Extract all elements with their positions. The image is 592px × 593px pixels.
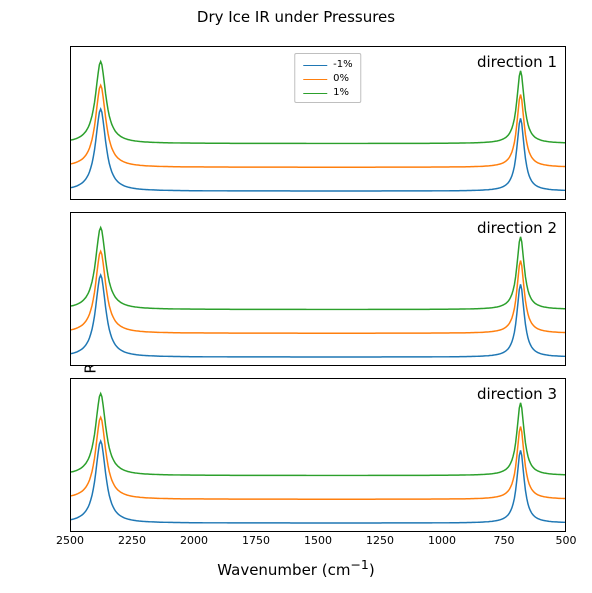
x-tick-label: 2250	[118, 534, 146, 547]
x-tick-label: 2500	[56, 534, 84, 547]
spectrum-line	[71, 275, 565, 357]
x-tick-label: 1500	[304, 534, 332, 547]
x-tick-label: 1000	[428, 534, 456, 547]
figure-suptitle: Dry Ice IR under Pressures	[0, 8, 592, 26]
legend-label: -1%	[333, 58, 352, 72]
legend-swatch-icon	[303, 65, 327, 66]
legend-item: 0%	[303, 72, 352, 86]
spectrum-line	[71, 251, 565, 333]
legend-label: 0%	[333, 72, 349, 86]
x-tick-label: 500	[556, 534, 577, 547]
spectrum-line	[71, 394, 565, 476]
legend-swatch-icon	[303, 93, 327, 94]
spectrum-line	[71, 441, 565, 523]
x-tick-label: 2000	[180, 534, 208, 547]
panel-stack: direction 1 -1% 0% 1% direction 2	[70, 46, 566, 532]
spectrum-line	[71, 228, 565, 310]
legend-label: 1%	[333, 86, 349, 100]
panel-label: direction 3	[477, 385, 557, 403]
x-axis-ticks: 2500225020001750150012501000750500	[70, 534, 566, 550]
x-tick-label: 1250	[366, 534, 394, 547]
legend-item: -1%	[303, 58, 352, 72]
spectrum-line	[71, 109, 565, 191]
x-tick-label: 1750	[242, 534, 270, 547]
legend-swatch-icon	[303, 79, 327, 80]
panel-direction-2: direction 2	[70, 212, 566, 366]
legend: -1% 0% 1%	[294, 53, 361, 103]
panel-direction-1: direction 1 -1% 0% 1%	[70, 46, 566, 200]
x-axis-label: Wavenumber (cm−1)	[0, 557, 592, 579]
spectrum-line	[71, 417, 565, 499]
figure: Dry Ice IR under Pressures Reflectance (…	[0, 0, 592, 593]
legend-item: 1%	[303, 86, 352, 100]
panel-direction-3: direction 3	[70, 378, 566, 532]
panel-label: direction 1	[477, 53, 557, 71]
panel-label: direction 2	[477, 219, 557, 237]
x-tick-label: 750	[494, 534, 515, 547]
